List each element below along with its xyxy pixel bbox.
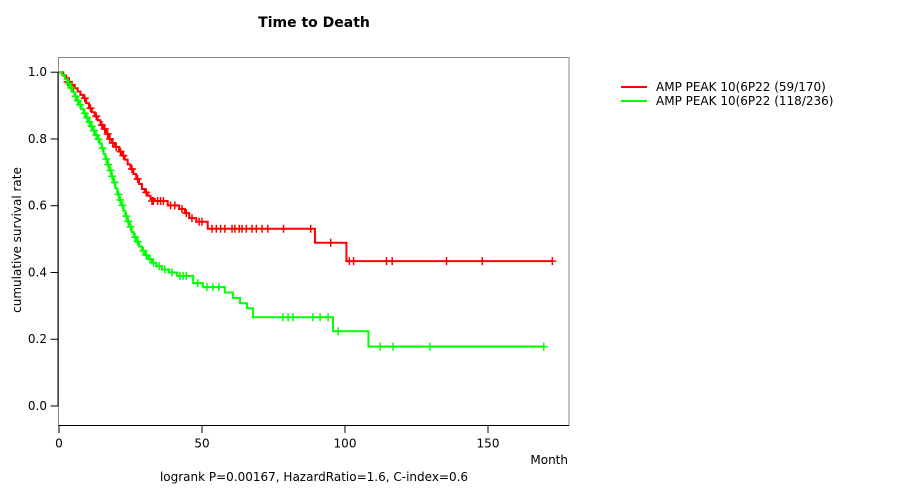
legend-line-green-icon xyxy=(621,100,647,102)
legend-label-red: AMP PEAK 10(6P22 (59/170) xyxy=(656,80,826,94)
stats-caption: logrank P=0.00167, HazardRatio=1.6, C-in… xyxy=(159,470,469,484)
y-tick-label: 0.0 xyxy=(28,399,47,413)
x-tick-label: 0 xyxy=(55,437,63,451)
legend-item-red: AMP PEAK 10(6P22 (59/170) xyxy=(621,80,833,94)
x-tick-label: 50 xyxy=(194,437,209,451)
legend-label-green: AMP PEAK 10(6P22 (118/236) xyxy=(656,94,834,108)
legend: AMP PEAK 10(6P22 (59/170) AMP PEAK 10(6P… xyxy=(621,80,833,108)
y-tick-label: 0.8 xyxy=(28,132,47,146)
y-tick-label: 1.0 xyxy=(28,65,47,79)
y-tick-label: 0.2 xyxy=(28,332,47,346)
legend-line-red-icon xyxy=(621,86,647,88)
x-tick-label: 100 xyxy=(334,437,357,451)
y-tick-label: 0.6 xyxy=(28,199,47,213)
chart-title: Time to Death xyxy=(258,15,370,31)
y-tick-label: 0.4 xyxy=(28,265,47,279)
x-axis-label: Month xyxy=(530,453,568,467)
censor-marks-green xyxy=(64,79,548,351)
legend-item-green: AMP PEAK 10(6P22 (118/236) xyxy=(621,94,833,108)
survival-curve-green xyxy=(59,71,544,348)
x-tick-label: 150 xyxy=(477,437,500,451)
